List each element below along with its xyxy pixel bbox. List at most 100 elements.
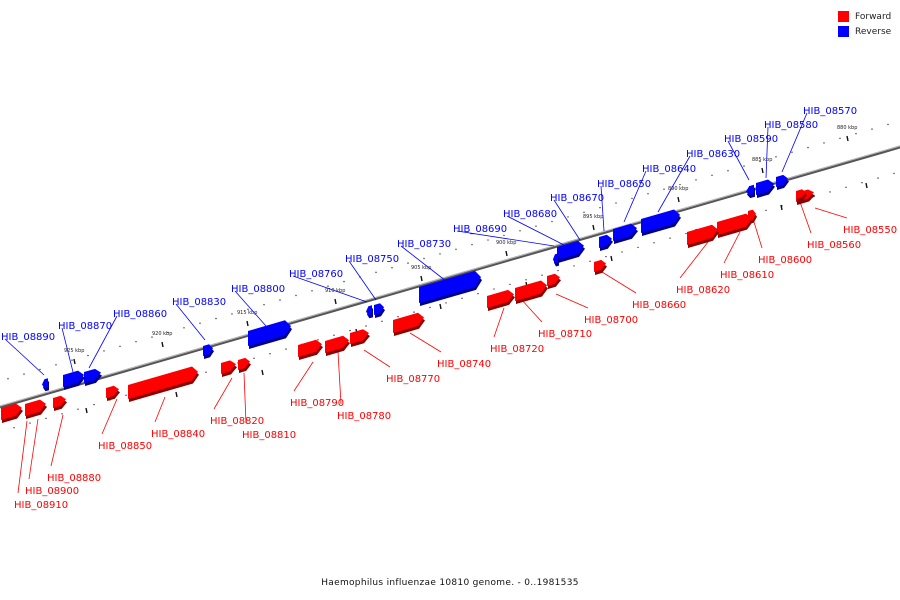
scale-dot <box>391 267 393 269</box>
gene-label[interactable]: HIB_08830 <box>172 297 226 308</box>
gene-label[interactable]: HIB_08620 <box>676 285 730 296</box>
scale-major-tick <box>592 224 595 231</box>
gene-hib_08830[interactable] <box>203 344 214 359</box>
gene-hib_08720[interactable] <box>487 289 515 311</box>
gene-label[interactable]: HIB_08900 <box>25 486 79 497</box>
gene-leader-line <box>348 260 377 301</box>
gene-label[interactable]: HIB_08560 <box>807 240 861 251</box>
gene-label[interactable]: HIB_08780 <box>337 411 391 422</box>
gene-label[interactable]: HIB_08680 <box>503 209 557 220</box>
scale-dot <box>765 209 767 212</box>
gene-hib_08890[interactable] <box>42 378 49 392</box>
legend: Forward Reverse <box>838 9 891 39</box>
scale-dot <box>167 331 169 334</box>
gene-hib_08650[interactable] <box>599 234 613 251</box>
gene-label[interactable]: HIB_08700 <box>584 315 638 326</box>
gene-label[interactable]: HIB_08710 <box>538 329 592 340</box>
gene-leader-line <box>553 199 581 241</box>
scale-dot <box>663 188 665 190</box>
gene-hib_08880[interactable] <box>53 395 67 411</box>
gene-hib_08850[interactable] <box>106 385 120 401</box>
gene-hib_08590[interactable] <box>746 184 755 199</box>
gene-label[interactable]: HIB_08910 <box>14 500 68 511</box>
gene-hib_08560[interactable] <box>796 189 807 202</box>
scale-dot <box>829 191 831 193</box>
gene-leader-line <box>519 297 543 323</box>
gene-label[interactable]: HIB_08630 <box>686 149 740 160</box>
gene-hib_08760[interactable] <box>366 305 373 319</box>
gene-hib_08730[interactable] <box>419 270 482 306</box>
gene-hib_08640[interactable] <box>613 223 638 244</box>
gene-label[interactable]: HIB_08690 <box>453 224 507 235</box>
gene-label[interactable]: HIB_08570 <box>803 106 857 117</box>
gene-hib_08790[interactable] <box>298 339 323 360</box>
gene-label[interactable]: HIB_08590 <box>724 134 778 145</box>
gene-hib_08900[interactable] <box>25 399 47 419</box>
gene-hib_08670[interactable] <box>557 240 585 263</box>
gene-label[interactable]: HIB_08740 <box>437 359 491 370</box>
gene-label[interactable]: HIB_08750 <box>345 254 399 265</box>
gene-label[interactable]: HIB_08640 <box>642 164 696 175</box>
gene-hib_08910[interactable] <box>1 403 23 423</box>
scale-minor-tick <box>85 407 88 414</box>
gene-label[interactable]: HIB_08850 <box>98 441 152 452</box>
gene-hib_08570[interactable] <box>776 174 789 190</box>
gene-label[interactable]: HIB_08880 <box>47 473 101 484</box>
gene-label[interactable]: HIB_08600 <box>758 255 812 266</box>
scale-dot <box>23 373 25 375</box>
gene-hib_08690[interactable] <box>553 253 559 267</box>
gene-label[interactable]: HIB_08800 <box>231 284 285 295</box>
gene-label[interactable]: HIB_08670 <box>550 193 604 204</box>
gene-label[interactable]: HIB_08720 <box>490 344 544 355</box>
gene-hib_08870[interactable] <box>63 370 85 390</box>
gene-body <box>419 270 481 303</box>
gene-leader-line <box>61 327 74 373</box>
scale-dot <box>215 317 217 320</box>
gene-hib_08740[interactable] <box>393 312 425 336</box>
gene-label[interactable]: HIB_08660 <box>632 300 686 311</box>
gene-hib_08580[interactable] <box>756 179 775 198</box>
scale-dot <box>855 133 857 135</box>
scale-dot <box>567 216 569 218</box>
gene-leader-line <box>723 231 741 264</box>
gene-label[interactable]: HIB_08580 <box>764 120 818 131</box>
gene-leader-line <box>814 207 848 219</box>
scale-dot <box>311 290 313 292</box>
gene-label[interactable]: HIB_08840 <box>151 429 205 440</box>
gene-hib_08700[interactable] <box>547 273 561 289</box>
gene-hib_08820[interactable] <box>221 360 237 377</box>
gene-hib_08770[interactable] <box>350 329 370 347</box>
scale-tick-label: 895 kbp <box>583 214 603 220</box>
gene-hib_08630[interactable] <box>641 209 681 236</box>
legend-reverse-label: Reverse <box>855 26 892 37</box>
scale-dot <box>599 206 601 209</box>
gene-label[interactable]: HIB_08820 <box>210 416 264 427</box>
gene-label[interactable]: HIB_08610 <box>720 270 774 281</box>
scale-dot <box>551 220 553 223</box>
scale-dot <box>839 137 841 140</box>
gene-label[interactable]: HIB_08650 <box>597 179 651 190</box>
gene-hib_08780[interactable] <box>325 335 350 356</box>
gene-hib_08800[interactable] <box>248 320 292 349</box>
scale-dot <box>861 182 863 184</box>
gene-label[interactable]: HIB_08760 <box>289 269 343 280</box>
gene-label[interactable]: HIB_08550 <box>843 225 897 236</box>
gene-hib_08710[interactable] <box>515 280 548 304</box>
gene-hib_08660[interactable] <box>594 259 607 275</box>
gene-label[interactable]: HIB_08860 <box>113 309 167 320</box>
gene-label[interactable]: HIB_08810 <box>242 430 296 441</box>
scale-dot <box>605 255 607 258</box>
scale-dot <box>775 156 777 158</box>
gene-hib_08810[interactable] <box>238 357 251 373</box>
gene-hib_08840[interactable] <box>128 366 199 402</box>
gene-hib_08610[interactable] <box>717 213 753 238</box>
gene-label[interactable]: HIB_08730 <box>397 239 451 250</box>
gene-hib_08860[interactable] <box>84 368 102 386</box>
gene-body <box>374 303 384 315</box>
gene-label[interactable]: HIB_08890 <box>1 332 55 343</box>
gene-label[interactable]: HIB_08770 <box>386 374 440 385</box>
gene-label[interactable]: HIB_08870 <box>58 321 112 332</box>
gene-hib_08750[interactable] <box>374 303 385 318</box>
gene-label[interactable]: HIB_08790 <box>290 398 344 409</box>
gene-hib_08620[interactable] <box>687 224 719 248</box>
